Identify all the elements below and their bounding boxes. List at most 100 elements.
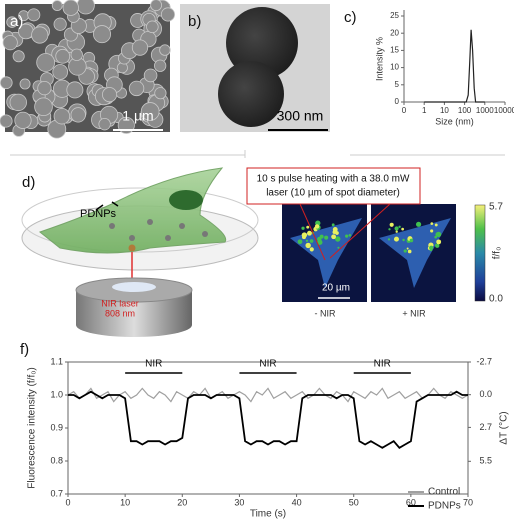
annotation-label: NIR	[259, 359, 276, 370]
hot-spot	[435, 231, 442, 238]
hot-spot	[435, 243, 440, 248]
y-tick-label: 20	[390, 28, 399, 37]
hot-spot	[434, 235, 438, 239]
hot-spot	[398, 225, 401, 228]
hot-spot	[395, 230, 398, 233]
sem-particle	[143, 68, 158, 83]
plot-frame	[67, 361, 469, 495]
pointer	[299, 203, 326, 261]
hot-spot	[309, 247, 314, 252]
y-tick-label: 0.9	[50, 422, 63, 432]
panel-label: c)	[344, 9, 357, 26]
x-tick-label: 1	[422, 106, 427, 115]
x-tick-label: 10000	[494, 106, 514, 115]
hot-spot	[394, 226, 399, 231]
y2-tick-label: -2.7	[476, 356, 492, 366]
wavelength-label: 808 nm	[105, 308, 135, 318]
sem-particle	[53, 17, 67, 31]
sem-particle	[70, 48, 83, 61]
data-line	[67, 387, 469, 403]
cell-image	[290, 218, 362, 288]
dish-rim	[21, 187, 259, 253]
hot-spot	[337, 246, 340, 249]
hot-spot	[314, 224, 320, 229]
particle	[202, 231, 208, 237]
sem-particle	[101, 87, 118, 103]
x-tick-label: 100	[458, 106, 472, 115]
y-tick-label: 0.8	[50, 455, 63, 465]
sem-particle	[37, 80, 52, 96]
x-tick-label: 0	[65, 497, 70, 507]
x-tick-label: 50	[349, 497, 359, 507]
annotation-label: NIR	[374, 359, 391, 370]
nanoparticle	[218, 61, 284, 127]
hot-spot	[387, 238, 391, 241]
hot-spot	[406, 247, 409, 250]
hot-spot	[401, 227, 404, 231]
sem-particle	[0, 76, 13, 90]
sem-particle	[52, 64, 69, 80]
x-tick-label: 10	[440, 106, 449, 115]
sem-particle	[0, 114, 13, 128]
y2-axis-label: ΔT (°C)	[499, 411, 510, 444]
sem-particle	[70, 107, 86, 123]
hot-spot	[409, 238, 414, 243]
sem-particle	[131, 39, 149, 56]
hot-spot	[302, 235, 306, 240]
particle	[129, 235, 135, 241]
sem-particle	[19, 78, 31, 90]
sem-particle	[27, 8, 41, 22]
sem-particle	[93, 25, 112, 44]
hot-spot	[436, 239, 442, 245]
particle	[147, 219, 153, 225]
sem-particle	[159, 44, 171, 56]
hot-spot	[331, 234, 337, 240]
hot-spot	[307, 230, 312, 236]
hot-spot	[429, 245, 434, 250]
scale-label: 20 µm	[322, 283, 350, 294]
laser-label: NIR laser	[101, 298, 139, 308]
particle	[179, 223, 185, 229]
hot-spot	[430, 222, 434, 225]
x-tick-label: 40	[292, 497, 302, 507]
x-tick-label: 30	[234, 497, 244, 507]
hot-spot	[305, 239, 309, 242]
y-tick-label: 1.1	[50, 356, 63, 366]
y-tick-label: 0	[395, 97, 400, 106]
scale-label: 1 µm	[122, 108, 153, 124]
sem-particle	[76, 0, 95, 15]
hot-spot	[415, 221, 422, 227]
image-label: - NIR	[315, 308, 336, 318]
hot-spot	[335, 236, 341, 242]
panel-label: d)	[22, 174, 35, 191]
hot-spot	[348, 233, 352, 237]
x-tick-label: 60	[406, 497, 416, 507]
colorbar-min: 0.0	[489, 294, 503, 305]
hot-spot	[306, 225, 310, 229]
sem-particle	[34, 97, 53, 117]
sem-particle	[66, 81, 84, 99]
particles-label: PDNPs	[80, 208, 117, 220]
sem-particle	[2, 35, 18, 51]
x-tick-label: 1000	[476, 106, 494, 115]
data-line	[68, 390, 468, 449]
y-tick-label: 25	[390, 11, 399, 20]
x-tick-label: 70	[463, 497, 473, 507]
hot-spot	[407, 249, 412, 254]
scale-label: 300 nm	[277, 108, 324, 124]
sem-particle	[150, 0, 163, 12]
sem-particle	[51, 0, 63, 11]
hot-spot	[434, 223, 438, 227]
hot-spot	[297, 239, 303, 245]
y-axis-label: Fluorescence intensity (f/f₀)	[27, 367, 38, 488]
panel-label: b)	[188, 13, 201, 30]
cell	[38, 167, 227, 254]
legend-label: PDNPs	[428, 501, 461, 512]
annotation-label: NIR	[145, 359, 162, 370]
hot-spot	[301, 226, 305, 230]
legend-label: Control	[428, 487, 460, 498]
x-tick-label: 0	[402, 106, 407, 115]
y-tick-label: 15	[390, 46, 399, 55]
y-tick-label: 10	[390, 63, 399, 72]
